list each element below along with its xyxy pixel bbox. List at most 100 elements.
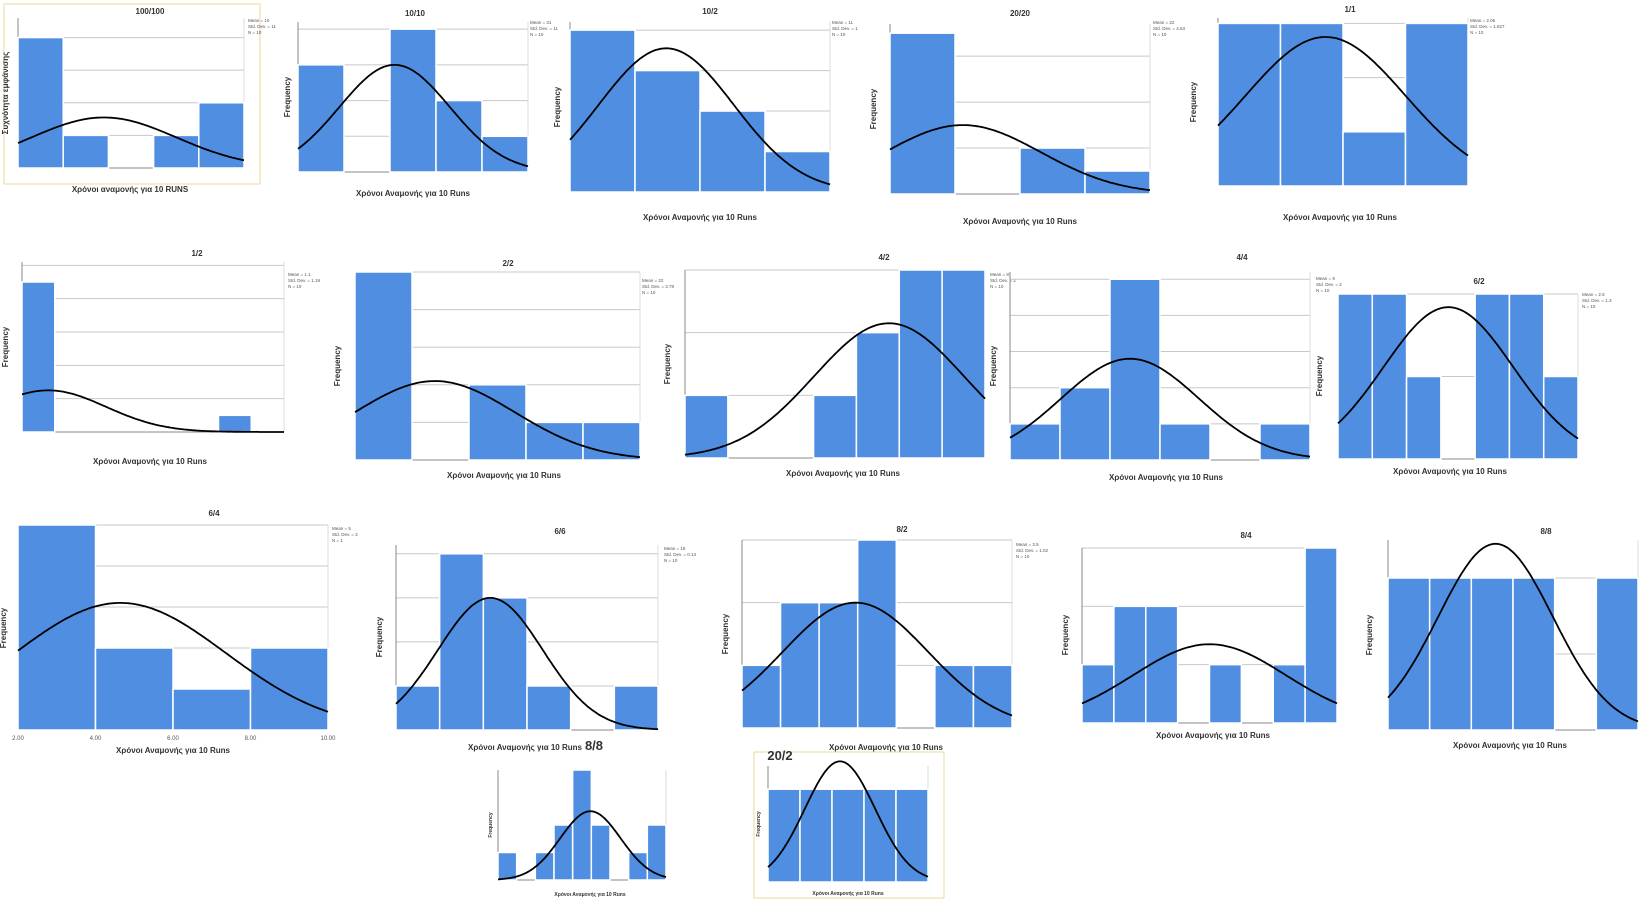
histogram-bar — [799, 788, 833, 883]
histogram-bar — [941, 269, 986, 459]
chart-title: 8/8 — [585, 738, 603, 753]
chart-panel-10: 6/2 Χρόνοι Αναμονής για 10 Runs Frequency M… — [1315, 277, 1612, 476]
chart-title: 20/2 — [767, 748, 792, 763]
x-tick-label: 8.00 — [245, 736, 257, 742]
stats-line: Std. Dev. = 2 — [1316, 282, 1342, 287]
histogram-bar — [856, 539, 898, 729]
histogram-bar — [613, 685, 659, 731]
y-axis-label: Συχνότητα εμφάνισης — [1, 52, 10, 135]
histogram-bar — [684, 394, 729, 459]
stats-line: Std. Dev. = 0.13 — [664, 552, 697, 557]
histogram-bar — [438, 553, 485, 731]
y-axis-label: Frequency — [488, 812, 494, 838]
y-axis-label: Frequency — [869, 88, 878, 129]
stats-line: N = 10 — [288, 284, 302, 289]
chart-title: 20/20 — [1010, 9, 1031, 18]
histogram-bar — [699, 110, 766, 193]
stats-line: Std. Dev. = 2 — [332, 532, 358, 537]
y-axis-label: Frequency — [1365, 614, 1374, 655]
stats-line: Mean = 11 — [832, 20, 854, 25]
x-axis-label: Χρόνοι Αναμονής για 10 Runs — [1393, 467, 1507, 476]
histogram-bar — [1279, 22, 1344, 187]
normal-curve — [1081, 643, 1338, 705]
histogram-bar — [525, 421, 584, 461]
histogram-bar — [1404, 22, 1469, 187]
histogram-bar — [21, 281, 56, 433]
stats-line: N = 10 — [1470, 30, 1484, 35]
histogram-bar — [812, 394, 858, 459]
chart-panel-5: 1/1 Χρόνοι Αναμονής για 10 Runs Frequency M… — [1189, 5, 1505, 222]
stats-line: Mean = 18 — [664, 546, 686, 551]
x-axis-label: Χρόνοι Αναμονής για 10 Runs — [554, 892, 625, 898]
histogram-bar — [1304, 547, 1338, 724]
x-tick-label: 2.00 — [12, 736, 24, 742]
y-axis-label: Frequency — [756, 811, 762, 837]
chart-title: 8/2 — [896, 525, 908, 534]
stats-line: Mean = 2.06 — [1470, 18, 1496, 23]
histogram-bar — [1009, 423, 1061, 461]
stats-line: Mean = 22 — [642, 278, 664, 283]
histogram-bar — [1428, 577, 1473, 731]
chart-title: 8/8 — [1540, 527, 1552, 536]
x-tick-label: 10.00 — [320, 736, 336, 742]
normal-curve — [767, 760, 929, 878]
normal-curve — [17, 116, 245, 162]
histogram-bar — [1208, 663, 1243, 724]
chart-panel-3: 10/2 Χρόνοι Αναμονής για 10 Runs Frequency… — [553, 7, 858, 222]
chart-panel-8: 4/2 Χρόνοι Αναμονής για 10 Runs Frequency M… — [663, 253, 1016, 478]
normal-curve — [21, 389, 284, 433]
stats-line: N = 10 — [530, 32, 544, 37]
y-axis-label: Frequency — [1061, 614, 1070, 655]
stats-line: Mean = 8 — [990, 272, 1009, 277]
histogram-bar — [94, 647, 174, 731]
chart-panel-9: 4/4 Χρόνοι Αναμονής για 10 Runs Frequency M… — [989, 253, 1342, 482]
chart-title: 1/1 — [1344, 5, 1356, 14]
stats-line: N = 10 — [990, 284, 1004, 289]
x-axis-label: Χρόνοι Αναμονής για 10 Runs — [1453, 741, 1567, 750]
normal-curve — [1217, 36, 1469, 157]
chart-panel-6: 1/2 Χρόνοι Αναμονής για 10 Runs Frequency M… — [1, 249, 321, 466]
histogram-bar — [1259, 423, 1311, 461]
chart-title: 2/2 — [502, 259, 514, 268]
x-axis-label: Χρόνοι Αναμονής για 10 Runs — [1109, 473, 1223, 482]
chart-panel-1: 100/100 Χρόνοι αναμονής για 10 RUNS Συχνότ… — [1, 3, 276, 194]
normal-curve — [684, 322, 986, 456]
chart-title: 6/4 — [208, 509, 220, 518]
histogram-bar — [764, 150, 831, 193]
chart-panel-14: 8/4 Χρόνοι Αναμονής για 10 Runs Frequency — [1061, 531, 1338, 740]
chart-panel-11: 6/4 Χρόνοι Αναμονής για 10 Runs Frequency 2… — [0, 509, 358, 755]
stats-line: Mean = 1.1 — [288, 272, 311, 277]
x-axis-label: Χρόνοι Αναμονής για 10 Runs — [468, 743, 582, 752]
stats-line: Mean = 2.5 — [1582, 292, 1605, 297]
x-axis-label: Χρόνοι Αναμονής για 10 Runs — [786, 469, 900, 478]
y-axis-label: Frequency — [1189, 81, 1198, 122]
stats-line: Std. Dev. = 2 — [990, 278, 1016, 283]
histogram-bar — [1512, 577, 1556, 731]
y-axis-label: Frequency — [375, 616, 384, 657]
y-axis-label: Frequency — [663, 343, 672, 384]
histogram-bar — [1084, 170, 1151, 195]
histogram-bar — [198, 102, 245, 169]
stats-line: Mean = 10 — [248, 18, 270, 23]
histogram-bar — [1470, 577, 1514, 731]
chart-panel-16: 8/8 Χρόνοι Αναμονής για 10 Runs Frequency — [488, 738, 667, 898]
normal-curve — [889, 124, 1151, 191]
histogram-bar — [831, 788, 865, 883]
histogram-bar — [1474, 293, 1511, 460]
chart-title: 100/100 — [136, 7, 165, 16]
histogram-bar — [62, 134, 110, 169]
histogram-bar — [497, 851, 518, 881]
stats-line: Mean = 3.5 — [1016, 542, 1039, 547]
histogram-bar — [1542, 375, 1579, 460]
stats-line: N = 10 — [248, 30, 262, 35]
histogram-bar — [895, 788, 929, 883]
histogram-bar — [468, 384, 527, 461]
x-tick-label: 4.00 — [90, 736, 102, 742]
histogram-bar — [646, 824, 667, 881]
y-axis-label: Frequency — [1, 326, 10, 367]
stats-line: Std. Dev. = 11 — [530, 26, 558, 31]
chart-panel-15: 8/8 Χρόνοι Αναμονής για 10 Runs Frequency — [1365, 527, 1639, 750]
histogram-bar — [152, 134, 200, 169]
stats-line: Mean = 9 — [1316, 276, 1335, 281]
